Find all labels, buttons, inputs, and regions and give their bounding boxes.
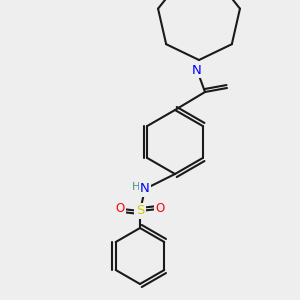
- Text: H: H: [132, 182, 140, 192]
- Text: O: O: [116, 202, 124, 215]
- Text: N: N: [140, 182, 150, 196]
- Text: O: O: [155, 202, 165, 215]
- Text: N: N: [192, 64, 202, 76]
- Text: S: S: [136, 205, 144, 218]
